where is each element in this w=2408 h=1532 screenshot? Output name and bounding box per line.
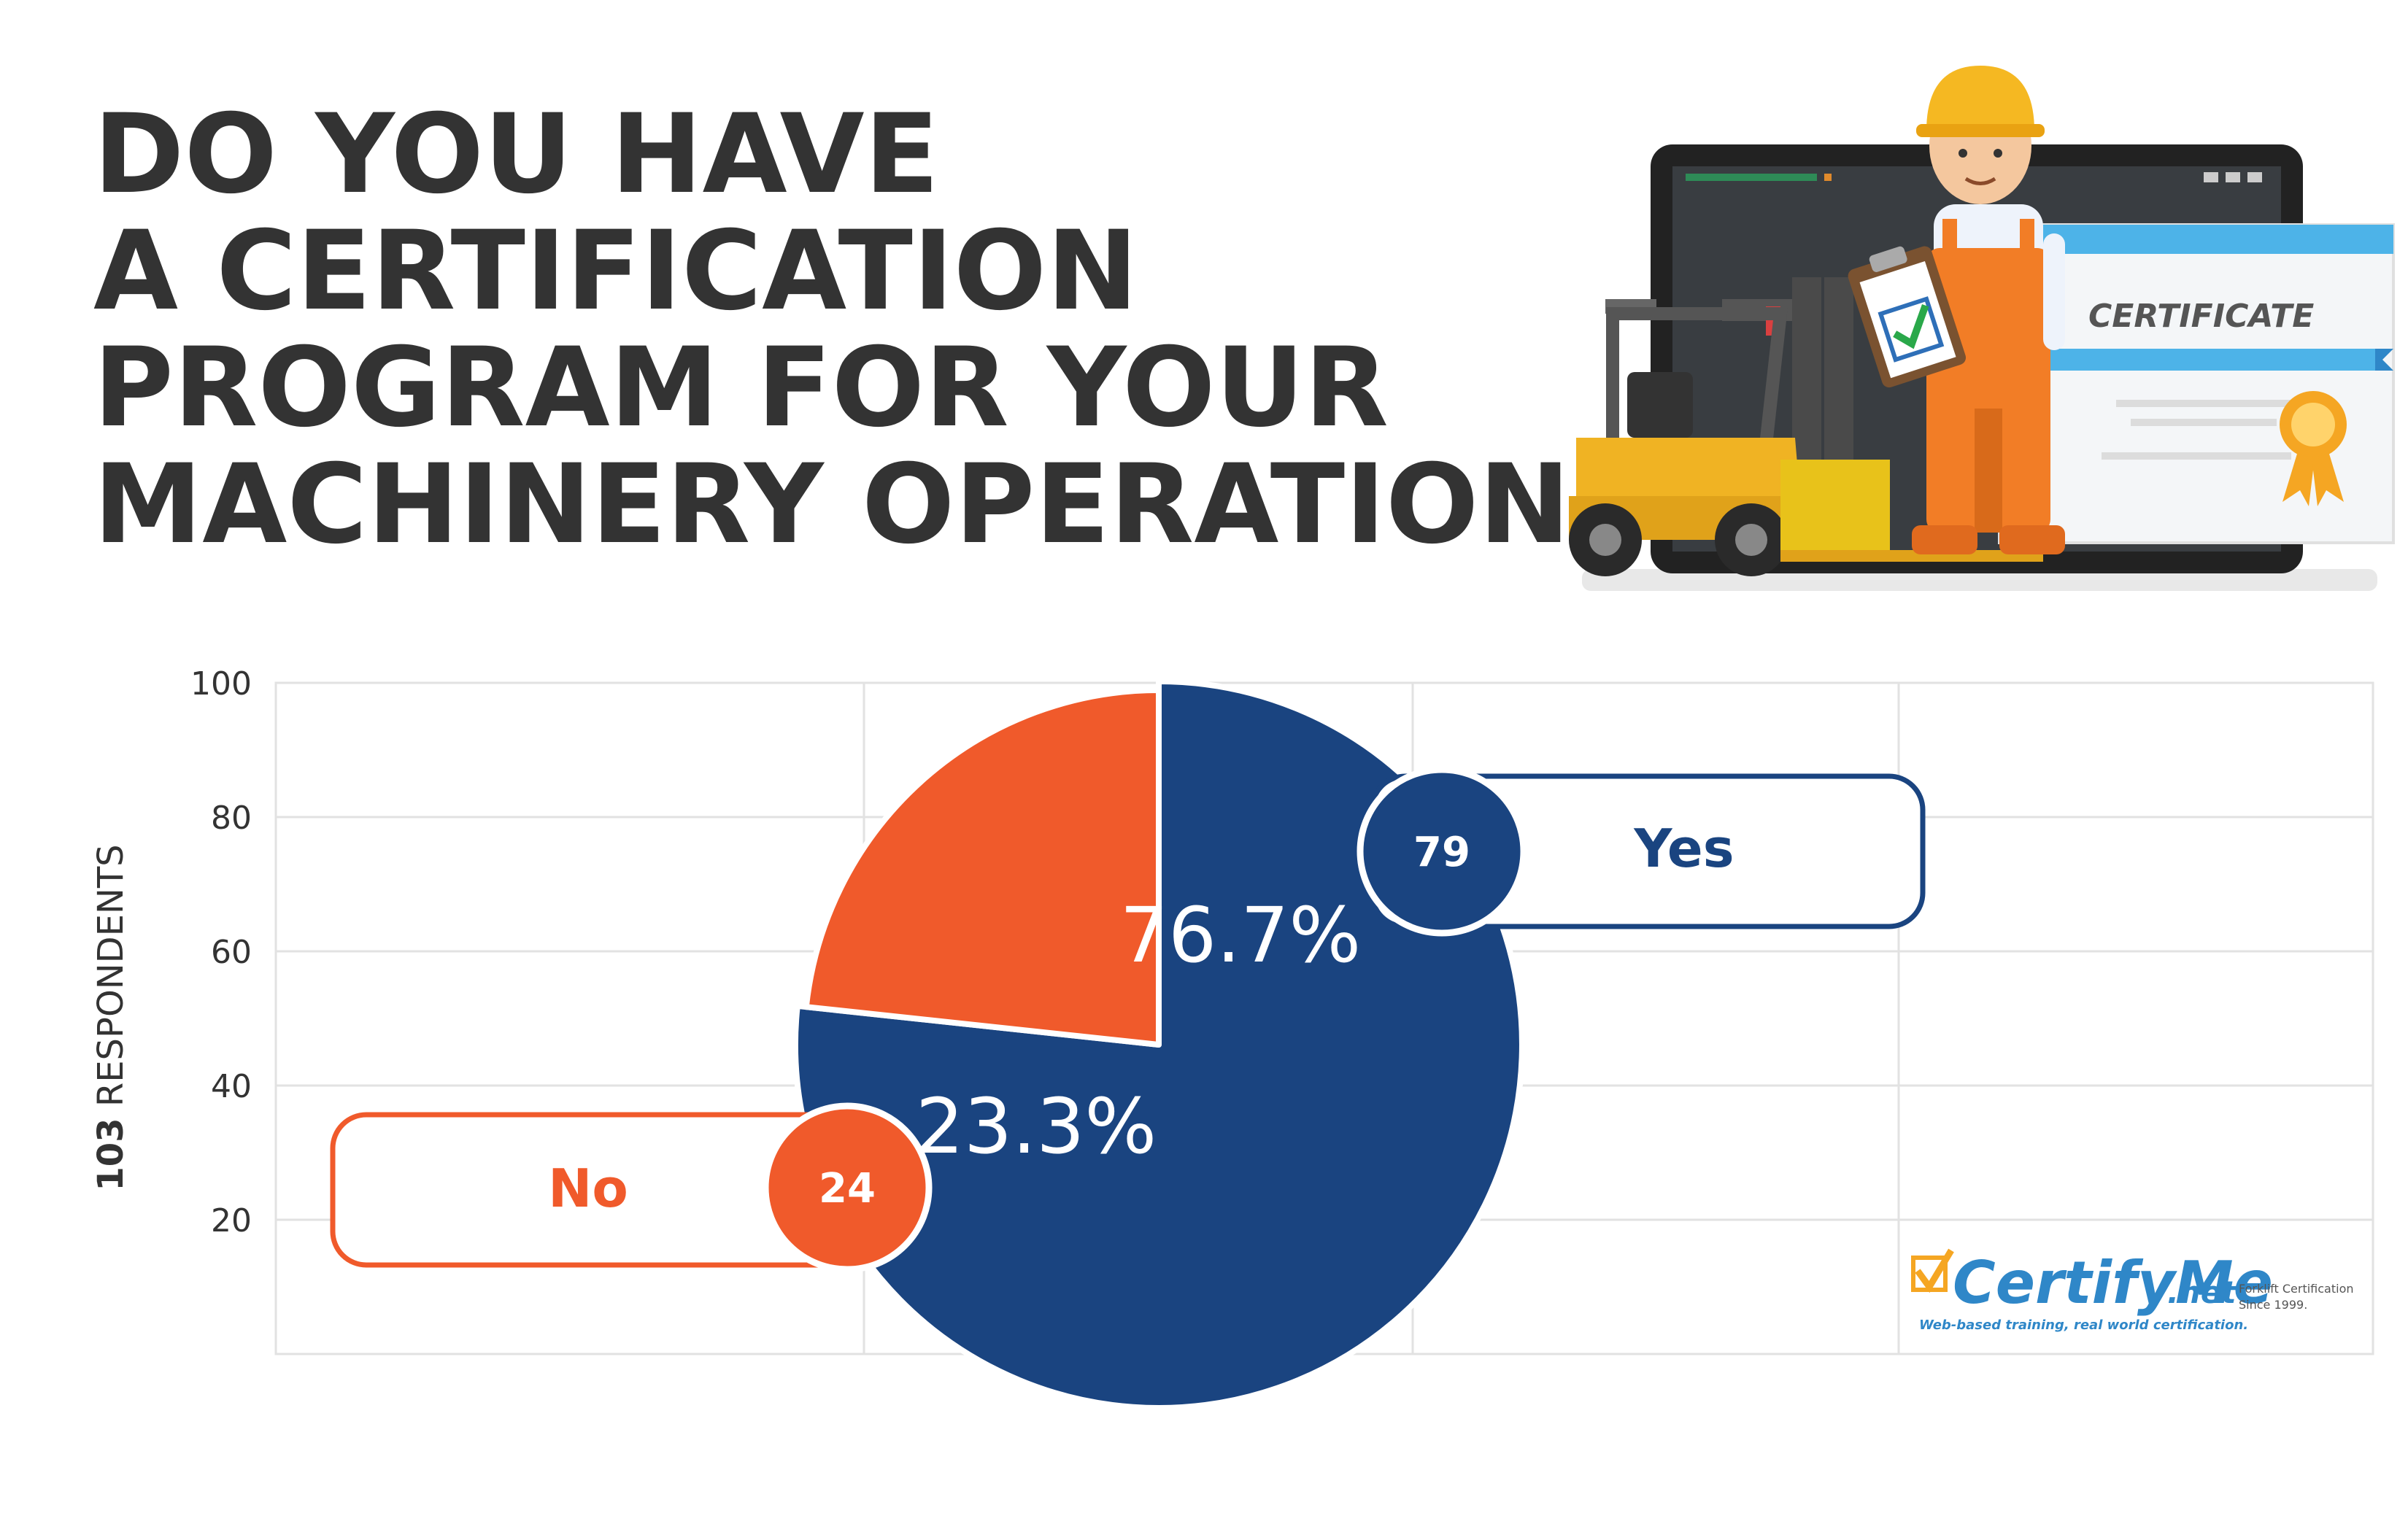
- y-tick-label: 40: [211, 1068, 252, 1105]
- slice-percent-yes: 76.7%: [1120, 891, 1361, 980]
- callout-yes: 79 Yes: [1357, 766, 1926, 937]
- y-tick-label: 80: [211, 800, 252, 837]
- certifyme-logo: CertifyMe .net Web-based training, real …: [1911, 1248, 2354, 1333]
- logo-suffix: .net: [2167, 1274, 2237, 1310]
- title-line-2: A CERTIFICATION: [93, 208, 1138, 335]
- title-line-4: MACHINERY OPERATIONS?: [93, 441, 1713, 568]
- logo-tagline: Web-based training, real world certifica…: [1919, 1318, 2248, 1333]
- title-line-3: PROGRAM FOR YOUR: [93, 325, 1389, 452]
- checkmark-icon: [1915, 1248, 1954, 1293]
- y-tick-label: 20: [211, 1202, 252, 1239]
- callout-no: 24 No: [330, 1102, 933, 1273]
- count-no: 24: [819, 1165, 876, 1212]
- respondents-label: RESPONDENTS: [90, 844, 131, 1118]
- logo-name: CertifyMe: [1953, 1249, 2273, 1317]
- slice-percent-no: 23.3%: [916, 1082, 1157, 1171]
- title-line-1: DO YOU HAVE: [93, 91, 940, 218]
- category-label-yes: Yes: [1633, 818, 1734, 879]
- y-tick-label: 100: [190, 665, 252, 703]
- pie-slice-no: [803, 687, 1162, 1048]
- operator-illustration: CERTIFICATE: [1569, 66, 2395, 591]
- y-axis-title: 103 RESPONDENTS: [90, 844, 131, 1191]
- logo-side-line-1: Forklift Certification: [2239, 1282, 2354, 1296]
- certificate-text: CERTIFICATE: [2088, 298, 2314, 335]
- y-tick-label: 60: [211, 934, 252, 971]
- logo-side-line-2: Since 1999.: [2239, 1298, 2307, 1312]
- category-label-no: No: [548, 1158, 628, 1219]
- count-yes: 79: [1413, 829, 1470, 876]
- respondent-count: 103: [90, 1118, 131, 1191]
